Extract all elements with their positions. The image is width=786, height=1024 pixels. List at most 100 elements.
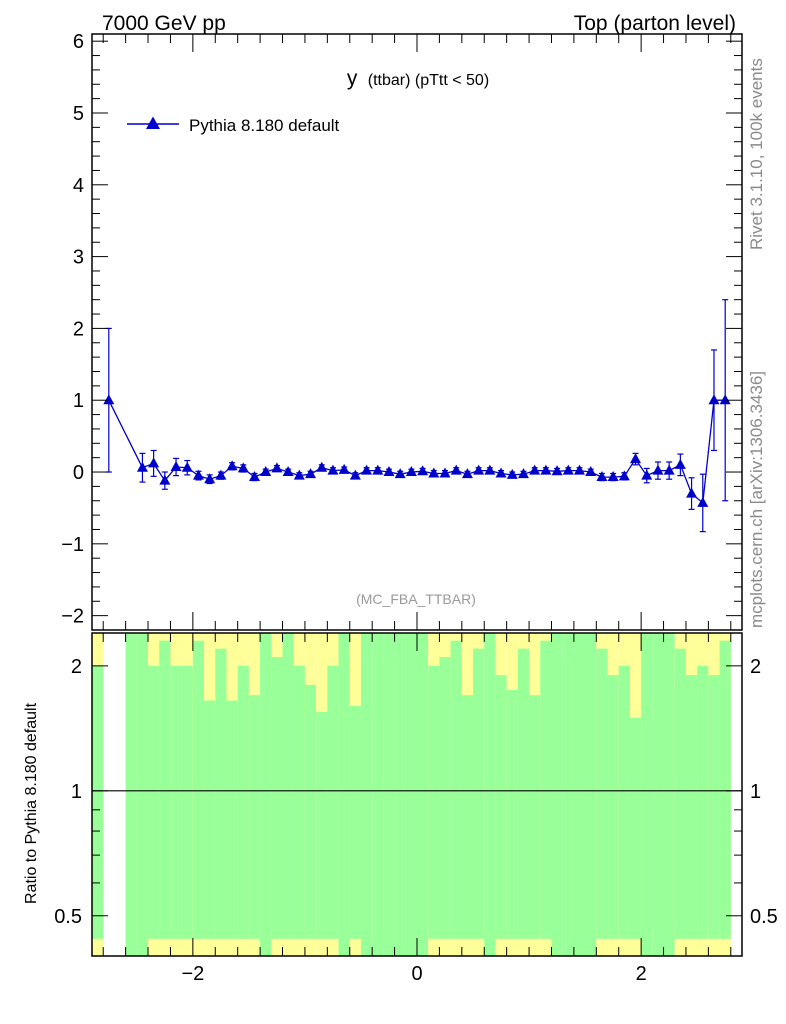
header-right: Top (parton level)	[574, 12, 736, 35]
data-point	[148, 457, 160, 468]
ratio-band-inner-10	[204, 700, 216, 939]
data-point	[529, 464, 541, 475]
y-tick-label: −1	[61, 534, 84, 556]
ratio-band-inner-28	[405, 633, 417, 956]
x-tick-label: 0	[411, 963, 422, 985]
data-point	[428, 467, 440, 478]
ratio-band-inner-16	[271, 657, 283, 939]
data-point	[630, 453, 642, 464]
data-point	[271, 462, 283, 473]
ratio-band-inner-41	[551, 633, 563, 956]
ratio-band-inner-12	[226, 700, 238, 939]
y-tick-label: 5	[73, 103, 84, 125]
data-point	[674, 458, 686, 469]
ratio-band-inner-35	[484, 633, 496, 956]
y-tick-label: −2	[61, 606, 84, 628]
ratio-y-tick-label-left: 0.5	[54, 906, 82, 928]
ratio-band-inner-50	[652, 633, 664, 956]
ratio-bands	[92, 633, 731, 956]
main-axes: −2 −1 0 1 2 3 4 5 6	[61, 31, 742, 631]
data-point	[293, 469, 305, 480]
ratio-band-inner-54	[697, 665, 709, 939]
ratio-y-tick-label-right: 0.5	[750, 906, 778, 928]
ratio-band-inner-22	[338, 633, 350, 956]
ratio-band-inner-9	[192, 640, 205, 939]
ratio-band-inner-51	[663, 633, 675, 956]
ratio-band-inner-19	[304, 684, 317, 939]
data-point	[607, 471, 619, 482]
ratio-band-inner-52	[674, 648, 686, 939]
main-data-layer	[103, 299, 731, 533]
ratio-band-inner-25	[372, 633, 384, 956]
ratio-band-inner-42	[562, 633, 574, 956]
data-point	[349, 469, 361, 480]
ratio-band-inner-46	[607, 675, 619, 939]
data-point	[596, 471, 608, 482]
chart-title-main: y	[347, 67, 358, 90]
data-point	[394, 468, 406, 479]
ratio-band-inner-53	[685, 675, 698, 939]
ratio-band-inner-44	[585, 633, 597, 956]
data-point	[305, 468, 317, 479]
ratio-band-inner-8	[181, 665, 193, 939]
data-point	[361, 464, 373, 475]
data-point	[215, 469, 227, 480]
data-point	[249, 471, 260, 482]
data-point	[170, 460, 182, 471]
data-point	[338, 463, 350, 474]
y-tick-label: 6	[73, 31, 84, 53]
main-plot: −2 −1 0 1 2 3 4 5 6 y (ttbar) (pTtt < 50) Pythia…	[61, 31, 743, 631]
data-point	[461, 468, 473, 479]
ratio-band-inner-18	[293, 665, 305, 939]
ratio-frame	[91, 632, 743, 957]
ratio-band-inner-3	[125, 633, 137, 956]
data-point	[237, 462, 249, 473]
ratio-band-inner-56	[719, 640, 731, 939]
data-point	[450, 464, 462, 475]
ratio-band-inner-32	[450, 640, 462, 939]
ratio-band-inner-37	[506, 689, 518, 939]
ratio-band-inner-43	[573, 633, 586, 956]
data-point	[282, 466, 294, 477]
data-point	[316, 461, 328, 472]
data-point	[574, 464, 585, 475]
ratio-axes: −2 0 2 0.5 0.5 1 1 2 2	[54, 633, 778, 985]
data-point	[181, 461, 193, 472]
data-point	[439, 467, 451, 478]
ratio-y-tick-label-right: 2	[750, 656, 761, 678]
ratio-band-inner-4	[136, 633, 149, 956]
legend-marker	[146, 116, 160, 129]
ratio-band-inner-38	[517, 648, 530, 939]
ratio-band-inner-15	[260, 633, 272, 956]
data-point	[226, 460, 238, 471]
watermark: (MC_FBA_TTBAR)	[356, 591, 476, 607]
ratio-ylabel: Ratio to Pythia 8.180 default	[23, 702, 40, 904]
data-point	[103, 394, 115, 405]
ratio-band-inner-31	[439, 657, 451, 939]
ratio-y-tick-label-left: 1	[71, 781, 82, 803]
ratio-band-inner-34	[473, 648, 485, 939]
y-tick-label: 1	[73, 390, 84, 412]
ratio-band-inner-24	[360, 633, 373, 956]
legend-label: Pythia 8.180 default	[189, 116, 340, 135]
ratio-band-inner-45	[596, 648, 608, 939]
ratio-band-inner-17	[282, 633, 294, 939]
data-point	[495, 467, 507, 478]
ratio-band-inner-5	[148, 665, 160, 939]
main-frame	[91, 33, 743, 631]
mcplots-label: mcplots.cern.ch [arXiv:1306.3436]	[747, 371, 766, 628]
ratio-band-inner-13	[237, 665, 249, 939]
data-point	[473, 464, 485, 475]
ratio-band-inner-36	[495, 675, 507, 939]
legend: Pythia 8.180 default	[127, 116, 340, 135]
y-tick-label: 2	[73, 318, 84, 340]
data-point	[652, 464, 664, 475]
y-tick-label: 3	[73, 247, 84, 269]
ratio-band-inner-30	[428, 665, 440, 939]
data-point	[551, 465, 563, 476]
data-point	[192, 469, 204, 480]
data-point	[585, 466, 597, 477]
data-point	[697, 496, 709, 507]
data-point	[618, 470, 630, 481]
